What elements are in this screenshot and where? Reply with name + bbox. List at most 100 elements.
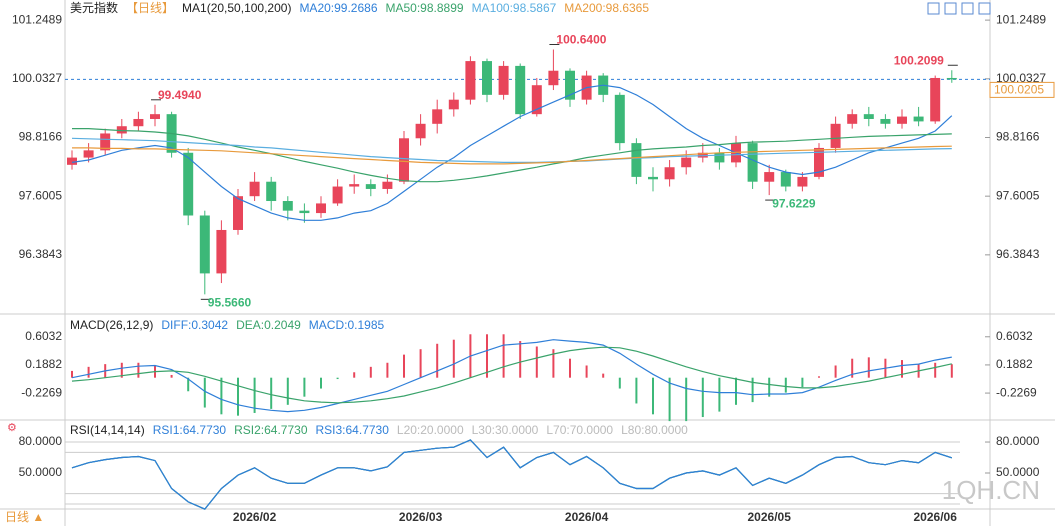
candle-body	[432, 109, 443, 124]
legend-entry: MACD(26,12,9)	[70, 318, 153, 332]
candle-body	[299, 210, 310, 214]
ma-line	[71, 137, 952, 163]
icon[interactable]	[927, 2, 940, 15]
candle-body	[116, 126, 127, 134]
y-tick-label: 101.2489	[12, 12, 62, 26]
candle-body	[83, 150, 94, 158]
rsi-line	[71, 439, 952, 510]
y-tick-label: -0.2269	[996, 385, 1037, 399]
legend-entry: L80:80.0000	[621, 423, 688, 437]
candle-body	[465, 61, 476, 100]
ma-line	[72, 145, 952, 165]
legend-entry: MA100:98.5867	[472, 1, 557, 15]
period-tab[interactable]: 日线 ▲	[5, 510, 44, 524]
candle-body	[946, 77, 957, 80]
y-tick-label: 0.1882	[996, 357, 1033, 371]
candle-body	[349, 184, 360, 187]
toolbar-icons[interactable]	[927, 2, 991, 15]
annotation-label: 100.6400	[556, 33, 606, 47]
candle-body	[814, 147, 824, 177]
y-tick-label: 97.6005	[996, 188, 1040, 202]
y-tick-label: 50.0000	[19, 465, 63, 479]
candle-body	[847, 114, 858, 124]
candle-body	[930, 77, 941, 122]
x-tick-label: 2026/04	[565, 510, 609, 524]
y-tick-label: 98.8166	[19, 130, 63, 144]
candle-body	[266, 181, 277, 202]
legend-entry: 【日线】	[126, 1, 174, 15]
candle-body	[399, 138, 409, 182]
legend-entry: L70:70.0000	[546, 423, 613, 437]
legend-entry: DIFF:0.3042	[161, 318, 228, 332]
legend-entry: MA200:98.6365	[564, 1, 649, 15]
candle-body	[664, 167, 675, 180]
candle-body	[415, 123, 426, 139]
candle-body	[531, 85, 542, 115]
legend-entry: RSI(14,14,14)	[70, 423, 145, 437]
y-tick-label: 0.6032	[25, 329, 62, 343]
x-tick-label: 2026/03	[399, 510, 443, 524]
candle-body	[515, 65, 526, 115]
candle-body	[764, 172, 775, 182]
candle-body	[880, 118, 891, 124]
candle-body	[498, 65, 509, 95]
y-tick-label: 0.1882	[25, 357, 62, 371]
watermark: 1QH.CN	[942, 475, 1040, 505]
candle-body	[565, 70, 575, 100]
candle-body	[332, 186, 343, 204]
candle-body	[714, 152, 725, 163]
candle-body	[67, 157, 77, 165]
candle-body	[382, 181, 393, 189]
candle-body	[448, 99, 459, 110]
macd-line	[71, 339, 952, 413]
icon[interactable]	[961, 2, 974, 15]
last-price-box	[989, 81, 1055, 98]
x-tick-label: 2026/06	[914, 510, 958, 524]
y-tick-label: 80.0000	[19, 434, 63, 448]
legend-entry: L30:30.0000	[472, 423, 539, 437]
y-tick-label: -0.2269	[21, 385, 62, 399]
x-tick-label: 2026/05	[748, 510, 792, 524]
candle-body	[830, 123, 841, 148]
x-tick-label: 2026/02	[233, 510, 277, 524]
candle-body	[100, 133, 111, 151]
legend-entry: RSI1:64.7730	[153, 423, 227, 437]
annotation-label: 99.4940	[158, 88, 202, 102]
legend-entry: MA1(20,50,100,200)	[182, 1, 291, 15]
ma-line	[72, 128, 952, 183]
annotation-label: 95.5660	[208, 296, 252, 310]
legend-entry: RSI3:64.7730	[316, 423, 390, 437]
candle-body	[199, 215, 210, 274]
candle-body	[150, 114, 160, 119]
icon[interactable]	[978, 2, 991, 15]
settings-icon[interactable]: ⚙	[7, 422, 17, 434]
y-tick-label: 98.8166	[996, 130, 1040, 144]
legend-entry: MA50:98.8899	[386, 1, 464, 15]
annotation-label: 100.2099	[894, 53, 944, 67]
candle-body	[365, 184, 376, 189]
legend-entry: RSI2:64.7730	[234, 423, 308, 437]
y-tick-label: 96.3843	[996, 247, 1040, 261]
candle-body	[780, 172, 791, 187]
candle-body	[482, 61, 492, 95]
candle-body	[913, 116, 924, 122]
y-tick-label: 96.3843	[19, 247, 63, 261]
candle-body	[863, 114, 874, 119]
y-tick-label: 80.0000	[996, 434, 1040, 448]
candle-body	[797, 176, 808, 187]
macd-line	[71, 346, 952, 404]
candle-body	[614, 94, 625, 144]
legend-entry: DEA:0.2049	[236, 318, 301, 332]
y-tick-label: 100.0327	[12, 71, 62, 85]
ma-line	[71, 84, 953, 221]
legend-entry: L20:20.0000	[397, 423, 464, 437]
y-tick-label: 101.2489	[996, 12, 1046, 26]
y-tick-label: 50.0000	[996, 465, 1040, 479]
legend-entry: MACD:0.1985	[309, 318, 385, 332]
candle-body	[233, 196, 243, 230]
candle-body	[681, 157, 692, 168]
candle-body	[747, 143, 758, 182]
icon[interactable]	[944, 2, 957, 15]
